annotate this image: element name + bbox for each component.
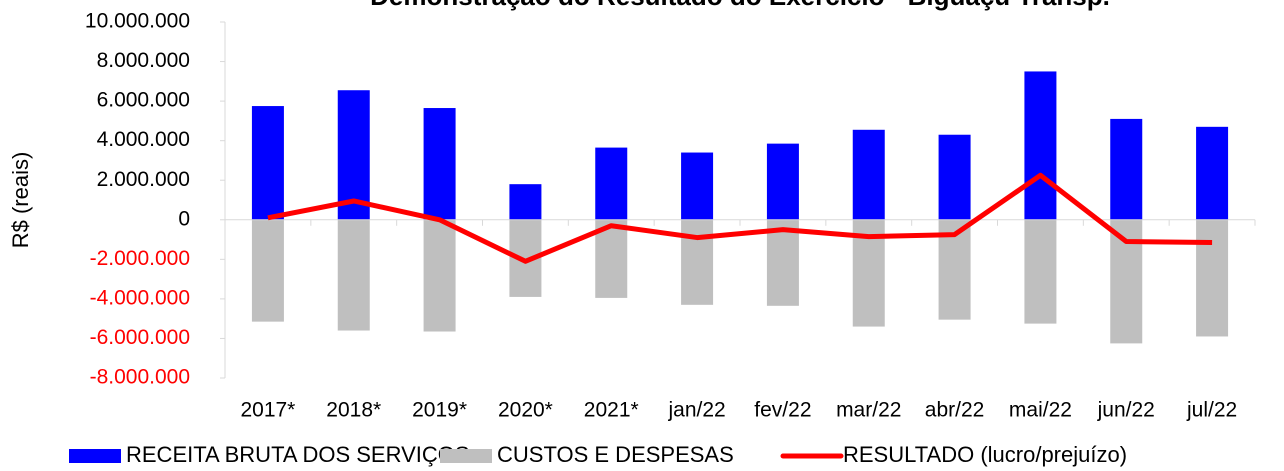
bar <box>852 129 885 220</box>
bar <box>1110 219 1143 344</box>
bar <box>1024 71 1057 220</box>
x-tick-label: mai/22 <box>1009 399 1072 422</box>
y-tick-label: 6.000.000 <box>97 89 190 112</box>
bar <box>766 219 799 306</box>
legend-label: RECEITA BRUTA DOS SERVIÇOS <box>126 442 470 467</box>
x-tick-label: 2018* <box>326 399 381 422</box>
bar <box>766 143 799 220</box>
y-tick-label: -8.000.000 <box>90 366 190 389</box>
bar <box>337 90 370 220</box>
bar <box>681 152 714 220</box>
x-tick-label: 2019* <box>412 399 467 422</box>
bar <box>251 219 284 322</box>
bar <box>1024 219 1057 324</box>
x-tick-label: mar/22 <box>836 399 901 422</box>
legend-swatch <box>440 449 492 463</box>
legend-label: CUSTOS E DESPESAS <box>497 442 734 467</box>
bar <box>1196 126 1229 220</box>
bar <box>423 108 456 220</box>
y-tick-label: -4.000.000 <box>90 286 190 309</box>
y-tick-label: -6.000.000 <box>90 326 190 349</box>
bar <box>1196 219 1229 337</box>
x-tick-label: jun/22 <box>1097 399 1155 422</box>
x-tick-label: 2021* <box>584 399 639 422</box>
y-tick-label: 8.000.000 <box>97 49 190 72</box>
y-tick-label: 0 <box>178 207 190 230</box>
bar <box>251 106 284 220</box>
x-tick-label: abr/22 <box>925 399 985 422</box>
bar <box>423 219 456 332</box>
bar <box>938 134 971 220</box>
y-tick-label: 2.000.000 <box>97 168 190 191</box>
bar <box>509 184 542 220</box>
bar <box>681 219 714 305</box>
y-tick-label: 10.000.000 <box>85 10 190 33</box>
bar <box>337 219 370 331</box>
x-tick-label: 2017* <box>240 399 295 422</box>
x-tick-label: fev/22 <box>754 399 811 422</box>
x-tick-label: 2020* <box>498 399 553 422</box>
y-tick-label: 4.000.000 <box>97 128 190 151</box>
y-tick-label: -2.000.000 <box>90 247 190 270</box>
y-axis-label: R$ (reais) <box>8 152 33 249</box>
chart-title: Demonstração do Resultado do Exercício -… <box>370 0 1110 11</box>
legend-label: RESULTADO (lucro/prejuízo) <box>843 442 1127 467</box>
bar <box>595 147 628 220</box>
legend-swatch <box>69 449 121 463</box>
x-tick-label: jul/22 <box>1186 399 1237 422</box>
x-tick-label: jan/22 <box>667 399 725 422</box>
bar <box>1110 118 1143 220</box>
line-series <box>267 172 1213 264</box>
